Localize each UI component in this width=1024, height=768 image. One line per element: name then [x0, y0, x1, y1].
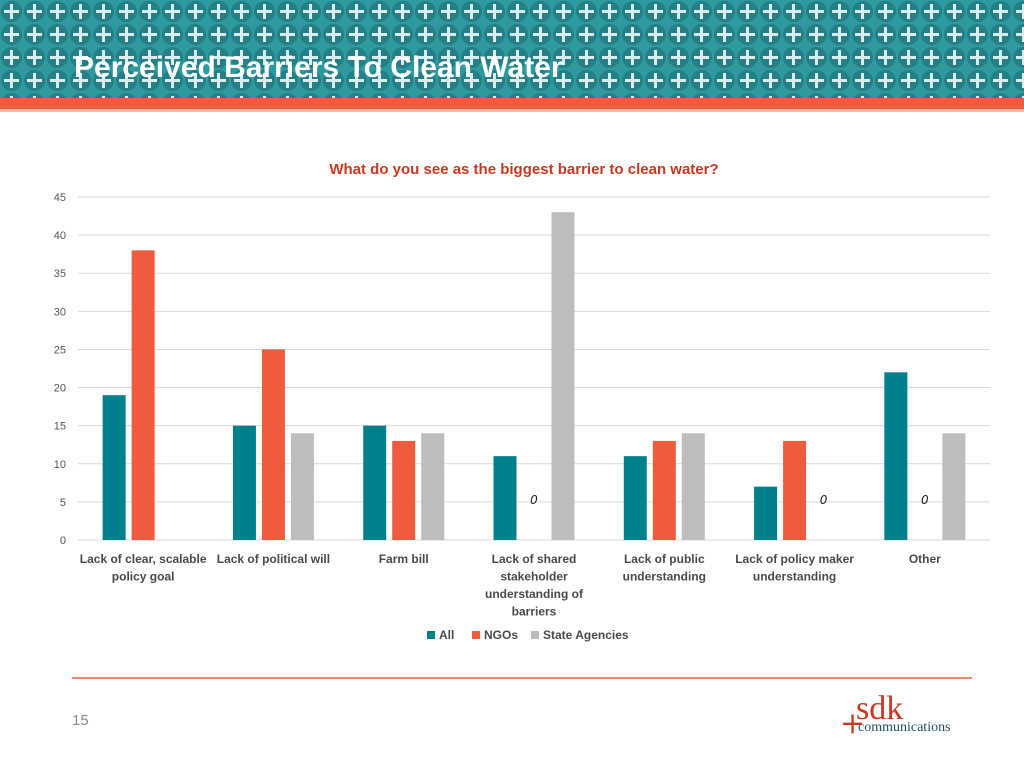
x-category-label: policy goal	[112, 570, 175, 584]
logo-wordmark: sdk	[856, 690, 904, 727]
header-banner: Perceived Barriers To Clean Water	[0, 0, 1024, 98]
y-tick-label: 40	[54, 230, 66, 242]
x-category-label: stakeholder	[500, 570, 568, 584]
y-tick-label: 15	[54, 421, 66, 433]
gridlines	[78, 196, 990, 541]
bars	[102, 212, 966, 540]
y-axis: 0 5 10 15 20 25 30 35 40 45	[54, 192, 66, 547]
x-category-label: understanding of	[485, 587, 584, 601]
bar-all	[102, 395, 126, 540]
data-label: 0	[921, 493, 929, 507]
y-tick-label: 30	[54, 306, 66, 318]
bar-state-agencies	[551, 212, 575, 540]
y-tick-label: 20	[54, 383, 66, 395]
y-tick-label: 35	[54, 268, 66, 280]
x-category-label: Lack of clear, scalable	[80, 552, 207, 566]
bar-all	[884, 372, 908, 540]
x-category-label: barriers	[512, 605, 557, 619]
bar-ngos	[652, 440, 676, 540]
x-category-label: Lack of political will	[217, 552, 330, 566]
bar-all	[363, 425, 387, 540]
y-tick-label: 0	[60, 535, 66, 547]
bar-all	[754, 486, 778, 540]
bar-all	[232, 425, 256, 540]
legend-swatch-state-agencies	[531, 631, 539, 639]
plus-pattern	[0, 0, 1024, 98]
data-label: 0	[530, 493, 538, 507]
bar-state-agencies	[290, 433, 314, 540]
page-number: 15	[72, 712, 89, 729]
logo-subtitle: communications	[858, 720, 951, 735]
data-labels: 0 0 0	[530, 493, 929, 507]
x-category-label: Lack of public	[624, 552, 705, 566]
page-title: Perceived Barriers To Clean Water	[74, 51, 563, 84]
legend: All NGOs State Agencies	[427, 628, 629, 642]
legend-label: All	[439, 628, 454, 642]
x-category-label: Lack of shared	[492, 552, 577, 566]
bar-ngos	[261, 349, 285, 540]
x-category-label: Lack of policy maker	[735, 552, 854, 566]
legend-label: State Agencies	[543, 628, 629, 642]
bar-chart: What do you see as the biggest barrier t…	[54, 161, 990, 642]
sdk-communications-logo: + sdk communications	[838, 690, 978, 742]
bar-all	[493, 456, 517, 540]
y-tick-label: 10	[54, 459, 66, 471]
legend-swatch-ngos	[472, 631, 480, 639]
accent-bar	[0, 98, 1024, 109]
legend-label: NGOs	[484, 628, 518, 642]
bar-ngos	[783, 440, 807, 540]
bar-ngos	[392, 440, 416, 540]
bar-state-agencies	[421, 433, 445, 540]
bar-state-agencies	[681, 433, 705, 540]
y-tick-label: 5	[60, 497, 66, 509]
x-category-label: Other	[909, 552, 941, 566]
logo-plus-mark: +	[840, 706, 866, 741]
legend-swatch-all	[427, 631, 435, 639]
accent-bar-thin	[0, 109, 1024, 112]
y-tick-label: 45	[54, 192, 66, 204]
bar-all	[623, 456, 647, 540]
x-category-label: understanding	[753, 570, 836, 584]
x-axis: Lack of clear, scalable policy goal Lack o…	[80, 552, 941, 619]
data-label: 0	[820, 493, 828, 507]
bar-ngos	[131, 250, 155, 540]
bar-state-agencies	[942, 433, 966, 540]
y-tick-label: 25	[54, 344, 66, 356]
chart-title: What do you see as the biggest barrier t…	[329, 161, 718, 178]
x-category-label: understanding	[623, 570, 706, 584]
x-category-label: Farm bill	[379, 552, 429, 566]
footer-divider	[72, 677, 972, 679]
